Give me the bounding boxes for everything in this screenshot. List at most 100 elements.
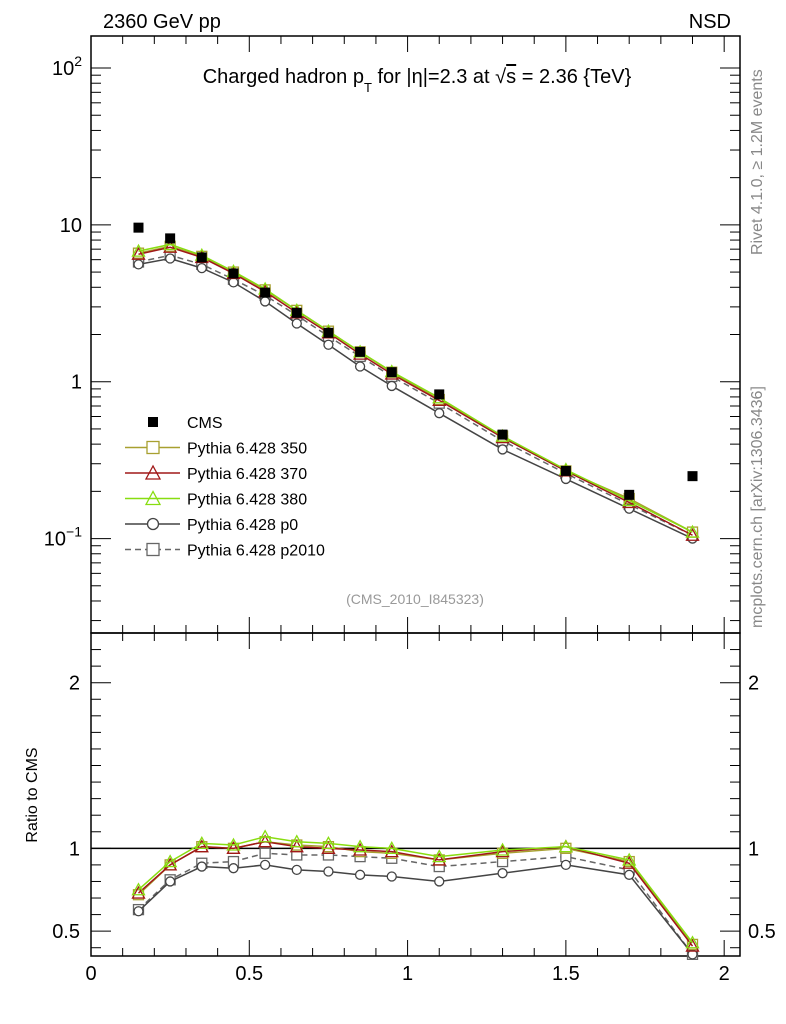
series-marker-triangle bbox=[131, 885, 146, 899]
series-marker-triangle bbox=[685, 524, 700, 538]
series-marker-triangle bbox=[163, 854, 178, 868]
series-marker-circle bbox=[259, 296, 271, 307]
series-marker-circle bbox=[323, 866, 334, 877]
ratio-series-pythia-6-428-380 bbox=[131, 829, 700, 949]
ratio-plot-frame bbox=[90, 632, 741, 957]
legend-label-cms: CMS bbox=[187, 415, 223, 432]
series-marker-triangle bbox=[163, 239, 178, 253]
ratio-series-pythia-6-428-350 bbox=[132, 836, 699, 951]
ratio-axis-ticks bbox=[90, 633, 740, 956]
main-y-tick-base: 10 bbox=[60, 215, 82, 237]
ratio-y-tick-label: 2 bbox=[69, 673, 80, 695]
series-marker-triangle bbox=[495, 842, 510, 856]
series-marker-circle bbox=[354, 361, 366, 372]
x-tick-label: 1 bbox=[402, 963, 413, 985]
cms-data-point bbox=[291, 307, 302, 318]
cms-data-point bbox=[165, 233, 176, 244]
main-y-tick-label: 102 bbox=[52, 53, 82, 80]
series-marker-triangle bbox=[258, 829, 273, 843]
x-tick-label: 1.5 bbox=[552, 963, 580, 985]
series-marker-triangle bbox=[144, 490, 162, 506]
main-y-tick-label: 10 bbox=[60, 215, 82, 237]
series-marker-triangle bbox=[622, 493, 637, 507]
ratio-plot-panel: 0.5 0.51 12 2 0 0.5 1 1.5 2 Ratio to CMS bbox=[24, 632, 776, 985]
series-marker-triangle bbox=[495, 844, 510, 858]
series-marker-triangle bbox=[384, 840, 399, 854]
series-marker-triangle bbox=[685, 935, 700, 949]
mcplots-label: mcplots.cern.ch [arXiv:1306.3436] bbox=[749, 386, 766, 628]
ratio-series-pythia-6-428-p2010 bbox=[132, 847, 699, 960]
legend-label: Pythia 6.428 p0 bbox=[187, 517, 298, 534]
analysis-reference: (CMS_2010_I845323) bbox=[346, 591, 484, 607]
series-marker-triangle bbox=[432, 852, 447, 866]
series-marker-circle bbox=[497, 444, 508, 455]
series-marker-triangle bbox=[194, 836, 209, 850]
series-marker-circle bbox=[259, 859, 271, 871]
cms-data-point bbox=[386, 367, 397, 378]
series-marker-triangle bbox=[685, 527, 700, 541]
title-text-post: = 2.36 {TeV} bbox=[516, 66, 631, 88]
series-marker-triangle bbox=[384, 844, 399, 858]
series-marker-circle bbox=[133, 259, 144, 270]
ratio-y-tick-label-right: 0.5 bbox=[748, 921, 776, 943]
ratio-series-pythia-6-428-p0 bbox=[133, 859, 698, 960]
series-marker-circle bbox=[624, 869, 635, 880]
main-y-tick-base: 10 bbox=[52, 58, 74, 80]
series-marker-triangle bbox=[131, 243, 146, 257]
title-subscript: T bbox=[364, 80, 372, 95]
main-y-tick-exponent: 2 bbox=[74, 53, 82, 69]
series-marker-square bbox=[146, 440, 160, 455]
series-marker-circle bbox=[291, 864, 302, 876]
series-marker-circle bbox=[560, 859, 572, 871]
series-marker-triangle bbox=[194, 839, 209, 853]
ratio-y-tick-label: 1 bbox=[69, 838, 80, 860]
process-label: NSD bbox=[689, 11, 731, 33]
series-marker-circle bbox=[386, 871, 397, 882]
main-y-tick-base: 10 bbox=[44, 529, 66, 551]
main-axis-ticks bbox=[90, 36, 740, 633]
series-marker-circle bbox=[228, 863, 239, 874]
ratio-series-line bbox=[137, 840, 694, 945]
legend-label: Pythia 6.428 370 bbox=[187, 466, 307, 483]
series-marker-triangle bbox=[289, 834, 304, 848]
title-text-mid: for |η|=2.3 at bbox=[372, 66, 495, 88]
series-marker-triangle bbox=[685, 938, 700, 952]
cms-data-point bbox=[497, 429, 508, 440]
cms-data-point bbox=[434, 389, 445, 400]
title-sqrt-symbol: √ bbox=[495, 66, 506, 88]
cms-data-point bbox=[687, 471, 698, 482]
x-tick-label: 0 bbox=[85, 963, 96, 985]
series-marker-circle bbox=[196, 262, 207, 274]
main-series-line bbox=[138, 243, 693, 533]
ratio-y-tick-label-right: 1 bbox=[748, 838, 759, 860]
series-marker-circle bbox=[164, 876, 176, 887]
x-tick-label: 2 bbox=[719, 963, 730, 985]
series-marker-circle bbox=[434, 408, 445, 419]
series-marker-triangle bbox=[144, 464, 162, 480]
ratio-y-tick-label: 0.5 bbox=[52, 921, 80, 943]
series-marker-circle bbox=[164, 253, 176, 264]
series-marker-circle bbox=[354, 869, 366, 880]
cms-data-points bbox=[133, 222, 698, 500]
series-marker-triangle bbox=[353, 839, 368, 853]
rivet-label: Rivet 4.1.0, ≥ 1.2M events bbox=[749, 69, 766, 255]
title-sqrt-s: s bbox=[506, 66, 516, 88]
series-marker-circle bbox=[323, 339, 334, 350]
cms-data-point bbox=[133, 222, 144, 233]
series-marker-triangle bbox=[131, 882, 146, 896]
x-tick-labels: 0 0.5 1 1.5 2 bbox=[85, 963, 729, 985]
ratio-y-tick-labels: 0.5 0.5 1 1 2 2 bbox=[52, 673, 776, 943]
ratio-series-line bbox=[137, 864, 694, 955]
ratio-y-tick-label-right: 2 bbox=[748, 673, 759, 695]
series-marker-square bbox=[259, 847, 271, 859]
legend-label: Pythia 6.428 p2010 bbox=[187, 543, 325, 560]
main-y-tick-base: 1 bbox=[71, 372, 82, 394]
series-marker-triangle bbox=[131, 246, 146, 260]
series-marker-triangle bbox=[558, 839, 573, 853]
energy-label: 2360 GeV pp bbox=[103, 11, 221, 33]
cms-data-point bbox=[228, 268, 239, 279]
series-marker-triangle bbox=[432, 849, 447, 863]
cms-data-point bbox=[560, 465, 571, 476]
